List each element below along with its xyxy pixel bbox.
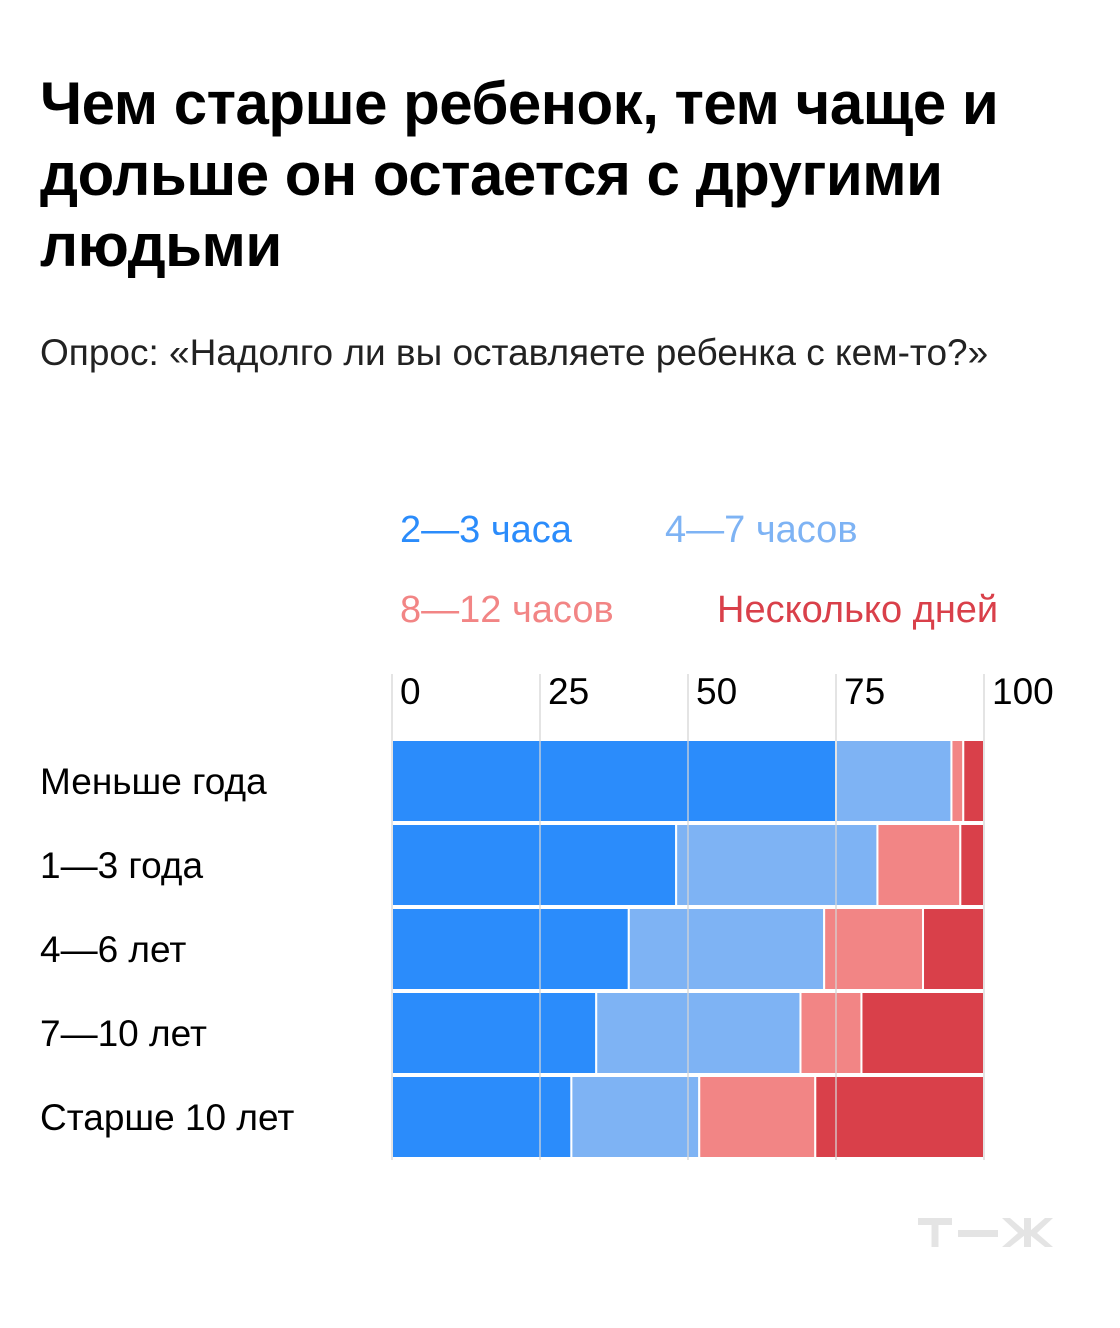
row-labels-layer: Меньше года 1—3 года 4—6 лет 7—10 лет Старше… xyxy=(40,761,294,1138)
bar-segment-4-4 xyxy=(860,991,985,1075)
bar-segment-1-4 xyxy=(962,739,986,823)
tick-label-75: 75 xyxy=(844,671,885,712)
bar-segment-5-2 xyxy=(570,1075,701,1159)
bar-segment-3-3 xyxy=(823,907,925,991)
bar-segment-2-1 xyxy=(391,823,678,907)
bar-segment-1-2 xyxy=(835,739,953,823)
bar-segment-3-1 xyxy=(391,907,630,991)
bar-segment-3-4 xyxy=(922,907,985,991)
bar-segment-5-1 xyxy=(391,1075,573,1159)
bar-segment-4-3 xyxy=(799,991,863,1075)
legend-item-4-7-hours: 4—7 часов xyxy=(665,509,858,551)
row-label-5: Старше 10 лет xyxy=(40,1097,294,1138)
bar-segment-1-1 xyxy=(391,739,837,823)
grid-layer xyxy=(391,674,985,1160)
chart-subtitle: Опрос: «Надолго ли вы оставляете ребенка… xyxy=(40,332,989,373)
bars-layer xyxy=(391,739,986,1159)
tick-label-50: 50 xyxy=(696,671,737,712)
bar-segment-3-2 xyxy=(627,907,826,991)
tick-label-100: 100 xyxy=(992,671,1054,712)
bar-segment-4-2 xyxy=(595,991,802,1075)
legend-item-2-3-hours: 2—3 часа xyxy=(400,509,572,551)
tick-labels-layer: 0 25 50 75 100 xyxy=(400,671,1054,712)
bar-segment-4-1 xyxy=(391,991,598,1075)
legend-item-several-days: Несколько дней xyxy=(717,589,999,631)
row-label-4: 7—10 лет xyxy=(40,1013,207,1054)
tick-label-0: 0 xyxy=(400,671,421,712)
tick-label-25: 25 xyxy=(548,671,589,712)
legend-item-8-12-hours: 8—12 часов xyxy=(400,589,614,631)
bar-segment-2-4 xyxy=(959,823,986,907)
bar-segment-5-4 xyxy=(814,1075,986,1159)
tzh-logo xyxy=(918,1218,1053,1247)
bar-segment-1-3 xyxy=(950,739,965,823)
bar-segment-2-2 xyxy=(675,823,879,907)
stacked-bar-chart: 0 25 50 75 100 Меньше года 1—3 года 4—6 лет 7—1… xyxy=(40,671,1054,1160)
row-label-3: 4—6 лет xyxy=(40,929,186,970)
bar-segment-2-3 xyxy=(876,823,962,907)
chart-title: Чем старше ребенок, тем чаще и дольше он… xyxy=(40,70,999,279)
row-label-2: 1—3 года xyxy=(40,845,203,886)
bar-segment-5-3 xyxy=(698,1075,817,1159)
row-label-1: Меньше года xyxy=(40,761,267,802)
